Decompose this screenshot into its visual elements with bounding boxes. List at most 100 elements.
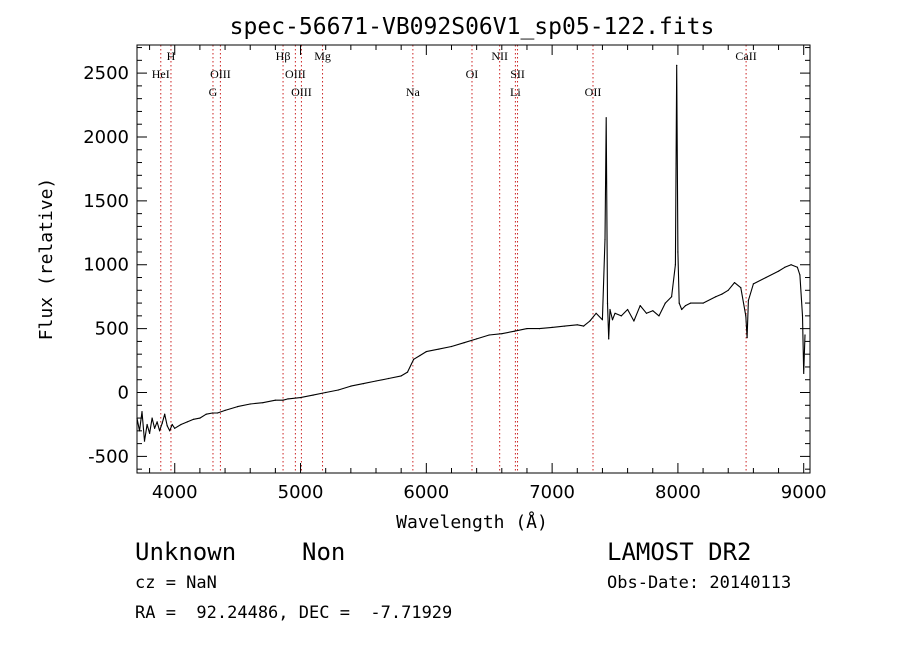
spectrum-point [589, 320, 591, 322]
spectrum-point [796, 266, 799, 268]
spectrum-point [325, 391, 327, 394]
spectrum-point [538, 328, 541, 330]
spectrum-point [551, 326, 553, 328]
spectrum-point [745, 315, 747, 317]
spectrum-point [702, 302, 704, 304]
spectrum-point [526, 328, 528, 330]
spectrum-point [614, 312, 616, 314]
spectrum-point [620, 315, 622, 317]
spectrum-point [216, 412, 219, 414]
spectrum-point [406, 371, 409, 373]
spectrum-point [438, 348, 440, 350]
spectral-line-markers: H HeI OIII G Hβ OIII OIII Mg Na OI NII Li OII SII CaII [152, 45, 757, 473]
y-tick-label: 1500 [83, 191, 129, 212]
x-axis-ticks: 4000 5000 6000 7000 8000 9000 [149, 45, 827, 503]
object-class: Unknown [135, 538, 237, 566]
spectrum-point [576, 324, 578, 326]
spectrum-point [664, 302, 666, 304]
spectrum-point [799, 274, 801, 276]
x-tick-label: 4000 [152, 482, 198, 503]
spectrum-point [681, 308, 683, 311]
spectrum-point [652, 310, 654, 312]
y-tick-label: -500 [88, 446, 129, 467]
spectrum-point [801, 315, 804, 317]
spectrum-point [450, 345, 453, 348]
spectrum-point [299, 397, 302, 399]
spectrum-point [605, 117, 607, 119]
spectrum-point [606, 302, 609, 304]
y-tick-label: 0 [118, 383, 129, 404]
spectrum-point [154, 427, 156, 429]
spectrum-point [674, 264, 677, 266]
spectrum-point [171, 423, 173, 426]
x-axis-title: Wavelength (Å) [396, 511, 548, 533]
spectrum-point [583, 325, 585, 327]
y-tick-label: 2000 [83, 127, 129, 148]
spectrum-point [463, 342, 465, 344]
spectrum-point [608, 338, 610, 340]
spectrum-point [180, 423, 182, 426]
spectrum-point [400, 375, 402, 377]
spectrum-point [166, 425, 168, 427]
spectrum-point [174, 427, 176, 429]
spectrum-point [740, 287, 742, 289]
x-tick-label: 8000 [655, 482, 701, 503]
spectrum-point [639, 305, 641, 307]
spectrum-point [633, 320, 635, 322]
y-tick-label: 500 [95, 319, 129, 340]
spectral-line-label: NII [491, 49, 508, 63]
spectrum-point [804, 334, 806, 336]
x-tick-label: 7000 [529, 482, 575, 503]
spectrum-point [627, 308, 629, 311]
spectrum-point [161, 422, 163, 424]
spectrum-point [350, 385, 352, 387]
spectrum-point [501, 333, 503, 335]
spectrum-point [715, 296, 717, 298]
survey-name: LAMOST DR2 [607, 538, 752, 566]
spectrum-point [199, 417, 201, 419]
spectrum-point [476, 338, 478, 340]
spectrum-series [136, 64, 806, 442]
spectrum-point [141, 411, 143, 413]
spectrum-point [151, 417, 153, 419]
x-tick-label: 5000 [278, 482, 324, 503]
spectrum-point [186, 421, 188, 423]
spectrum-point [419, 354, 421, 357]
spectrum-point [721, 293, 723, 295]
spectrum-point [149, 432, 151, 434]
object-subclass: Non [302, 538, 346, 566]
spectrum-point [746, 337, 748, 339]
spectrum-point [287, 398, 289, 400]
spectrum-point [143, 440, 146, 442]
spectrum-point [224, 409, 226, 411]
y-axis-ticks: -500 0 500 1000 1500 2000 2500 [83, 47, 810, 470]
spectrum-point [689, 302, 692, 304]
spectral-line-label: SII [510, 67, 525, 81]
coordinates: RA = 92.24486, DEC = -7.71929 [135, 603, 453, 623]
spectrum-point [747, 299, 750, 302]
spectral-line-label: Li [510, 85, 521, 99]
spectrum-point [413, 358, 415, 360]
spectrum-point [765, 276, 767, 279]
spectral-line-label: OII [585, 85, 602, 99]
spectrum-point [684, 305, 687, 307]
spectrum-point [193, 418, 195, 420]
y-tick-label: 1000 [83, 255, 129, 276]
spectral-line-label: Na [406, 85, 421, 99]
spectral-line-label: OIII [285, 67, 306, 81]
spectrum-point [752, 283, 755, 285]
spectrum-point [488, 334, 490, 336]
spectrum-point [282, 399, 284, 401]
spectrum-point [564, 325, 566, 327]
spectrum-point [601, 319, 604, 321]
spectral-line-label: CaII [735, 49, 756, 63]
spectrum-point [727, 289, 729, 291]
spectrum-point [678, 302, 680, 304]
spectrum-point [733, 282, 736, 284]
spectrum-point [676, 64, 678, 66]
spectrum-point [312, 394, 314, 396]
y-tick-label: 2500 [83, 63, 129, 84]
spectrum-point [609, 308, 611, 311]
